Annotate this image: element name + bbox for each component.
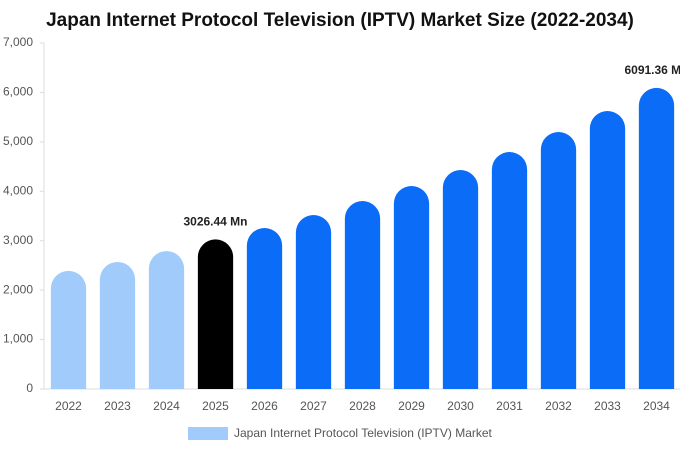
- x-tick-label: 2026: [251, 399, 278, 413]
- y-tick-label: 0: [26, 381, 33, 395]
- bar: [540, 132, 577, 389]
- bar: [638, 87, 675, 389]
- bar: [50, 270, 87, 389]
- bar: [491, 151, 528, 389]
- y-tick-label: 1,000: [3, 332, 33, 346]
- value-label: 3026.44 Mn: [183, 215, 247, 229]
- value-label: 6091.36 Mn: [624, 63, 680, 77]
- y-tick-label: 4,000: [3, 183, 33, 197]
- bar: [197, 239, 234, 389]
- y-tick-label: 5,000: [3, 134, 33, 148]
- x-tick-label: 2031: [496, 399, 523, 413]
- legend-label: Japan Internet Protocol Television (IPTV…: [234, 426, 493, 440]
- bar: [246, 228, 283, 389]
- legend-swatch: [188, 427, 228, 440]
- bar: [148, 251, 185, 389]
- y-tick-label: 6,000: [3, 85, 33, 99]
- bar: [344, 201, 381, 389]
- y-tick-label: 2,000: [3, 282, 33, 296]
- x-tick-label: 2027: [300, 399, 327, 413]
- bar: [295, 215, 332, 389]
- x-tick-label: 2022: [55, 399, 82, 413]
- x-tick-label: 2024: [153, 399, 180, 413]
- x-tick-label: 2032: [545, 399, 572, 413]
- bar: [99, 261, 136, 389]
- bar: [442, 170, 479, 389]
- x-tick-label: 2029: [398, 399, 425, 413]
- x-tick-label: 2030: [447, 399, 474, 413]
- x-tick-label: 2025: [202, 399, 229, 413]
- x-tick-label: 2028: [349, 399, 376, 413]
- bar: [393, 185, 430, 389]
- y-tick-label: 3,000: [3, 233, 33, 247]
- x-tick-label: 2034: [643, 399, 670, 413]
- x-tick-label: 2023: [104, 399, 131, 413]
- x-tick-label: 2033: [594, 399, 621, 413]
- y-tick-label: 7,000: [3, 35, 33, 49]
- chart-title: Japan Internet Protocol Television (IPTV…: [46, 10, 634, 31]
- bar: [589, 111, 626, 389]
